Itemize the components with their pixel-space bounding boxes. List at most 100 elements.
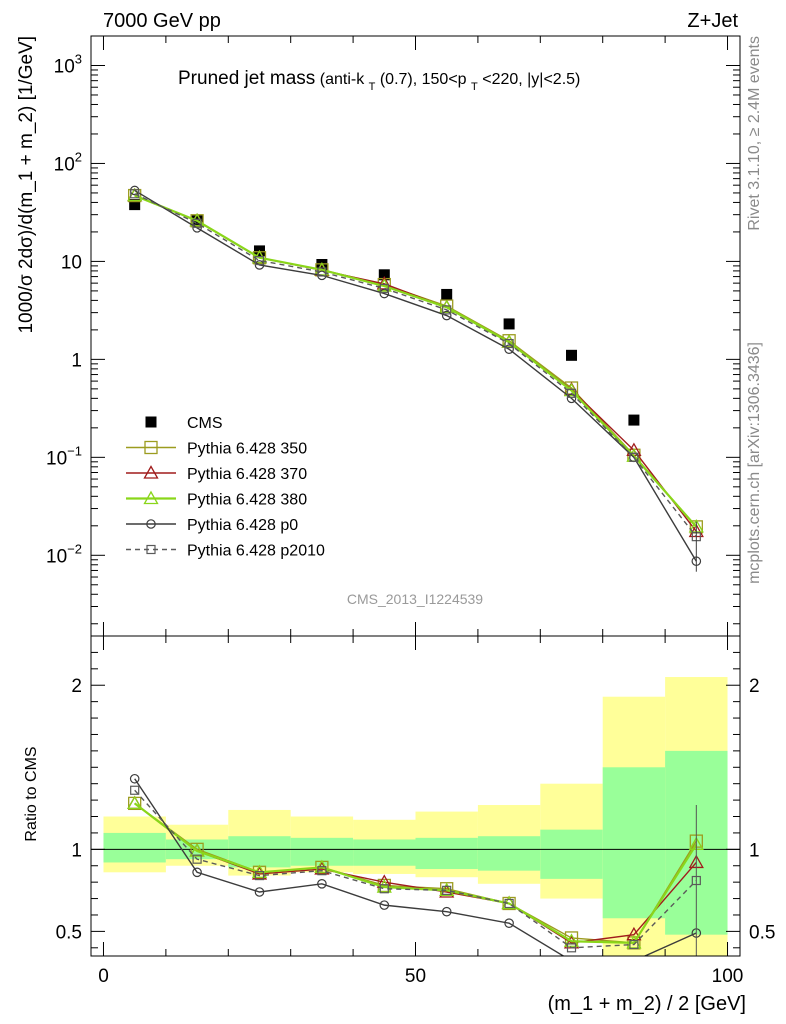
data-point-p0 xyxy=(379,288,390,299)
mcplots-label: mcplots.cern.ch [arXiv:1306.3436] xyxy=(746,342,763,584)
legend-entry-p0: Pythia 6.428 p0 xyxy=(126,517,298,534)
data-point-p2010 xyxy=(442,305,452,315)
ratio-y-tick-label-left: 1 xyxy=(71,840,82,861)
data-point-cms xyxy=(441,288,453,300)
ratio-y-tick-label-right: 0.5 xyxy=(749,922,775,943)
uncertainty-band-inner xyxy=(103,832,166,863)
legend-entry-cms: CMS xyxy=(145,415,223,432)
ratio-point-p0 xyxy=(504,918,514,928)
plot-title-sub-4: T xyxy=(471,81,478,93)
ratio-point-p0 xyxy=(254,887,265,897)
uncertainty-band-inner xyxy=(415,837,478,870)
plot-title-main: Pruned jet mass xyxy=(178,68,315,89)
series-line-p2010 xyxy=(134,193,697,538)
ratio-point-p2010 xyxy=(442,885,452,895)
ratio-point-p380 xyxy=(127,795,143,810)
y-tick-label: 103 xyxy=(54,51,82,77)
legend-label-cms: CMS xyxy=(187,415,223,432)
ratio-y-tick-label-left: 0.5 xyxy=(56,922,82,943)
legend-marker-cms xyxy=(145,416,157,428)
ratio-y-tick-label-right: 2 xyxy=(749,676,760,697)
data-point-p2010 xyxy=(317,267,327,277)
y-tick-label-base: 10 xyxy=(46,448,67,469)
ratio-point-p370 xyxy=(626,926,642,941)
main-plot-area xyxy=(127,185,704,572)
y-tick-label: 1 xyxy=(71,350,82,371)
ratio-point-p2010 xyxy=(504,898,514,909)
ratio-point-p0 xyxy=(379,900,390,910)
data-point-cms xyxy=(378,269,390,281)
legend-label-p0: Pythia 6.428 p0 xyxy=(187,517,298,534)
y-tick-label-exponent: 3 xyxy=(75,51,82,66)
main-y-axis-label: 1000/σ 2dσ)/d(m_1 + m_2) [1/GeV] xyxy=(16,36,37,334)
legend-marker-p370 xyxy=(143,465,159,479)
ratio-point-p2010 xyxy=(130,785,140,795)
uncertainty-band-inner xyxy=(540,829,603,879)
legend-entry-p380: Pythia 6.428 380 xyxy=(126,490,307,509)
header-process: Z+Jet xyxy=(687,10,738,32)
plot-title-sub-1: (anti-k xyxy=(320,71,365,88)
series-line-p0 xyxy=(134,189,697,562)
legend-entry-p2010: Pythia 6.428 p2010 xyxy=(126,543,325,560)
x-tick-label: 0 xyxy=(98,966,109,987)
y-tick-label-exponent: −2 xyxy=(67,541,82,556)
ratio-y-tick-label-left: 2 xyxy=(71,676,82,697)
ratio-line-p2010 xyxy=(134,789,697,949)
series-p370 xyxy=(127,187,704,538)
y-tick-label-base: 10 xyxy=(54,154,75,175)
data-point-cms xyxy=(628,414,640,426)
ratio-point-p380 xyxy=(189,843,205,857)
ratio-point-p2010 xyxy=(566,943,577,953)
legend-marker-p380 xyxy=(143,490,159,505)
data-point-p2010 xyxy=(254,255,265,266)
plot-title: Pruned jet mass (anti-k T (0.7), 150<p T… xyxy=(178,68,580,94)
data-point-p380 xyxy=(439,299,455,313)
x-tick-label: 100 xyxy=(712,966,744,987)
legend-label-p370: Pythia 6.428 370 xyxy=(187,466,307,483)
ratio-point-p2010 xyxy=(629,939,639,950)
ratio-point-p380 xyxy=(626,935,642,949)
uncertainty-band-inner xyxy=(477,836,541,871)
y-tick-label-exponent: 2 xyxy=(75,149,82,164)
ratio-point-p380 xyxy=(563,933,580,947)
uncertainty-band-inner xyxy=(602,767,666,919)
ratio-line-p380 xyxy=(134,802,698,944)
data-point-p0 xyxy=(504,344,514,355)
ratio-point-p0 xyxy=(441,906,452,917)
ratio-point-p0 xyxy=(129,773,140,784)
uncertainty-band-inner xyxy=(353,839,416,866)
data-point-p0 xyxy=(441,310,452,321)
data-point-p2010 xyxy=(629,452,639,462)
ratio-point-p2010 xyxy=(317,866,327,876)
legend-entry-p370: Pythia 6.428 370 xyxy=(126,465,307,483)
ratio-point-p2010 xyxy=(379,884,389,894)
ratio-point-p0 xyxy=(567,957,575,965)
legend-label-p350: Pythia 6.428 350 xyxy=(187,441,307,458)
data-point-cms xyxy=(503,318,515,330)
plot-title-sub-2: T xyxy=(369,81,376,93)
data-point-cms xyxy=(566,349,578,361)
legend-marker-p350 xyxy=(144,440,158,455)
series-p2010 xyxy=(130,189,701,542)
plot-title-sub-5: <220, |y|<2.5) xyxy=(482,71,580,88)
y-tick-label-base: 10 xyxy=(61,252,82,273)
ratio-plot-area xyxy=(91,677,740,965)
series-line-p380 xyxy=(134,194,698,528)
ratio-point-p2010 xyxy=(254,870,265,881)
legend-entry-p350: Pythia 6.428 350 xyxy=(126,441,307,458)
ratio-point-p2010 xyxy=(192,854,202,864)
y-tick-label-exponent: −1 xyxy=(67,443,82,458)
ratio-line-p0 xyxy=(134,778,697,956)
data-point-p2010 xyxy=(504,338,514,349)
ratio-point-p0 xyxy=(192,867,202,878)
y-tick-label-base: 10 xyxy=(54,56,75,77)
y-tick-label-base: 1 xyxy=(71,350,82,371)
legend-marker-p0 xyxy=(146,519,156,529)
legend: CMS Pythia 6.428 350 Pythia 6.428 370 Pythi… xyxy=(126,415,325,560)
header-energy: 7000 GeV pp xyxy=(103,10,221,32)
data-point-p2010 xyxy=(130,189,140,199)
ratio-point-p0 xyxy=(630,957,638,965)
series-p0 xyxy=(129,185,702,567)
ratio-point-p0 xyxy=(317,878,327,889)
